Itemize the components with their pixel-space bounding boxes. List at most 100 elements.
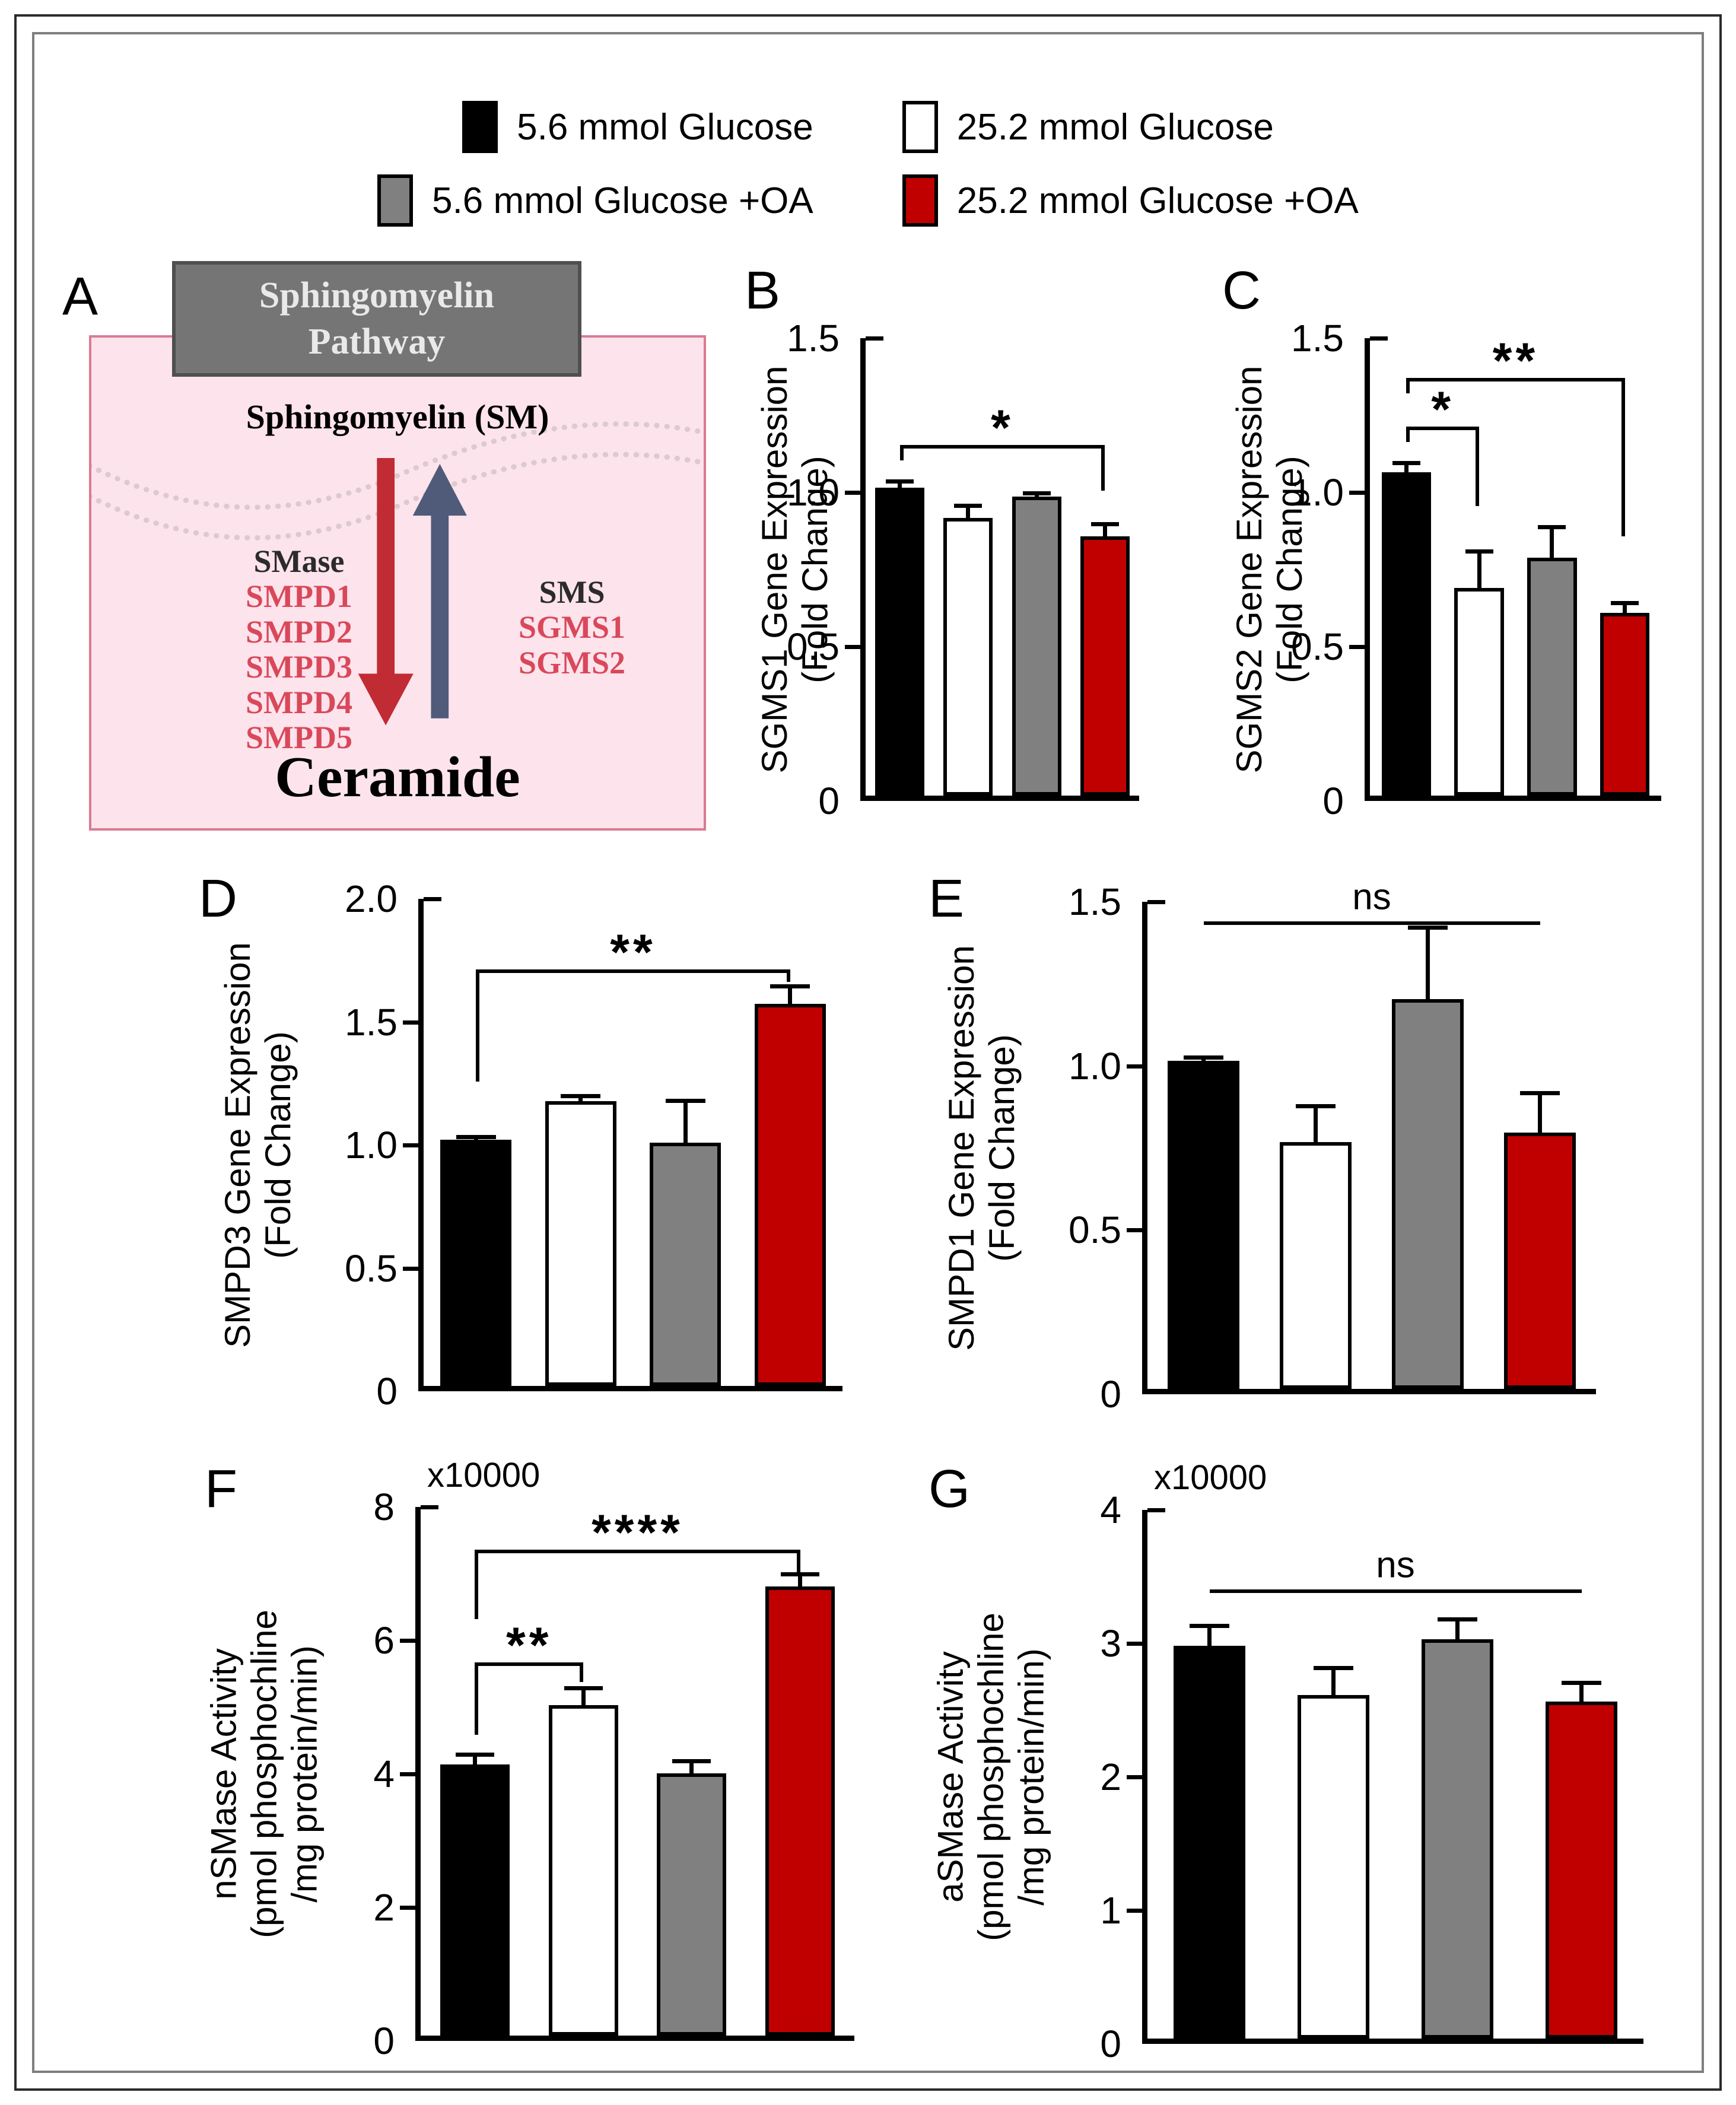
bar <box>1080 536 1130 796</box>
significance-bracket-drop <box>786 969 790 982</box>
legend-item-label: 25.2 mmol Glucose <box>956 106 1274 148</box>
error-bar-stem <box>1477 551 1481 589</box>
ceramide-label: Ceramide <box>275 745 520 809</box>
panel-g-label: G <box>929 1459 971 1519</box>
gene-label: SGMS1 <box>518 609 626 646</box>
bar <box>1454 588 1504 796</box>
panel-b-chart: B SGMS1 Gene Expression (Fold Change) * 0 0.… <box>745 255 1201 842</box>
error-bar-stem <box>689 1761 694 1773</box>
y-tick-label: 4 <box>373 1753 395 1795</box>
error-bar-stem <box>1404 463 1408 473</box>
legend-swatch <box>377 174 414 227</box>
gene-label: SMPD4 <box>246 684 352 720</box>
bar <box>1545 1702 1618 2039</box>
panel-a-label: A <box>62 267 98 326</box>
error-bar-cap <box>672 1759 711 1763</box>
sms-gene-list: SMS SGMS1 SGMS2 <box>459 574 685 681</box>
y-tick <box>1370 336 1388 341</box>
y-axis-title: SGMS2 Gene Expression (Fold Change) <box>1229 365 1309 774</box>
y-tick <box>403 1266 418 1271</box>
pathway-box: Sphingomyelin (SM) SMase SMPD1 SMPD2 SMPD3… <box>89 335 706 831</box>
y-tick-label: 6 <box>373 1619 395 1662</box>
y-axis-title: nSMase Activity (pmol phosphochline /mg … <box>204 1610 324 1938</box>
error-bar-cap <box>1562 1680 1601 1685</box>
bar <box>1012 497 1061 796</box>
legend-item: 5.6 mmol Glucose <box>462 101 813 153</box>
error-bar-cap <box>886 479 914 484</box>
significance-bracket <box>1203 921 1540 925</box>
y-tick-label: 2 <box>373 1886 395 1929</box>
significance-label: **** <box>592 1504 683 1560</box>
pathway-header: Sphingomyelin Pathway <box>172 261 581 377</box>
error-bar-stem <box>1426 927 1430 1000</box>
y-tick <box>1147 1508 1165 1512</box>
significance-bracket-drop <box>1406 427 1410 442</box>
sms-title: SMS <box>539 574 605 610</box>
error-bar-cap <box>1190 1624 1229 1629</box>
membrane-wave-bottom <box>91 451 704 540</box>
y-tick <box>1349 645 1365 649</box>
significance-bracket-drop <box>1621 377 1625 537</box>
y-tick-label: 1.5 <box>1291 317 1344 360</box>
panel-e-chart: E SMPD1 Gene Expression (Fold Change) ns 0 0… <box>926 860 1632 1430</box>
pathway-header-line1: Sphingomyelin <box>259 275 495 316</box>
panel-a-diagram: A Sphingomyelin Pathway Sphingomyelin (S… <box>56 255 739 854</box>
y-tick-label: 1 <box>1100 1889 1121 1932</box>
y-tick <box>403 1143 418 1147</box>
significance-bracket-drop <box>899 444 904 460</box>
panel-d-chart: D SMPD3 Gene Expression (Fold Change) ** 0 0… <box>196 860 896 1430</box>
bar <box>440 1140 512 1386</box>
error-bar-cap <box>1538 524 1566 529</box>
bar <box>657 1773 727 2036</box>
legend-item: 25.2 mmol Glucose +OA <box>902 174 1359 227</box>
error-bar-stem <box>683 1101 688 1143</box>
bar <box>1168 1061 1239 1389</box>
y-tick-label: 4 <box>1100 1489 1121 1531</box>
axis-multiplier-label: x10000 <box>1154 1458 1267 1497</box>
y-axis-title: SMPD1 Gene Expression (Fold Change) <box>942 945 1022 1351</box>
y-tick-label: 1.0 <box>1069 1044 1121 1088</box>
error-bar-cap <box>1392 460 1420 465</box>
error-bar-cap <box>1296 1104 1336 1108</box>
plot-area: ** **** <box>415 1504 854 2041</box>
panel-b-label: B <box>745 261 781 320</box>
y-tick-label: 1.5 <box>787 317 840 360</box>
y-axis-title: SMPD3 Gene Expression (Fold Change) <box>218 942 298 1348</box>
axis-multiplier-label: x10000 <box>427 1456 540 1495</box>
y-tick <box>400 1906 415 1910</box>
plot-area: * <box>860 338 1139 801</box>
bar <box>1297 1694 1370 2039</box>
y-tick <box>1349 491 1365 495</box>
y-tick-label: 0 <box>373 2020 395 2062</box>
y-tick <box>424 897 441 901</box>
error-bar-stem <box>1623 603 1627 613</box>
y-tick-label: 0.5 <box>1069 1209 1121 1252</box>
error-bar-cap <box>455 1752 494 1757</box>
error-bar-cap <box>1408 925 1448 930</box>
error-bar-cap <box>665 1098 705 1103</box>
y-tick <box>845 491 860 495</box>
smase-gene-list: SMase SMPD1 SMPD2 SMPD3 SMPD4 SMPD5 <box>186 543 412 755</box>
y-tick <box>1127 1909 1142 1913</box>
significance-bracket <box>1406 427 1480 431</box>
error-bar-stem <box>578 1096 583 1101</box>
error-bar-cap <box>1611 601 1639 606</box>
bar <box>1280 1142 1352 1389</box>
gene-label: SMPD2 <box>246 613 352 650</box>
y-tick-label: 8 <box>373 1486 395 1528</box>
panel-c-chart: C SGMS2 Gene Expression (Fold Change) * ** 0… <box>1219 255 1700 842</box>
error-bar-cap <box>561 1093 601 1098</box>
y-tick-label: 0 <box>1322 780 1344 822</box>
error-bar-stem <box>581 1689 586 1706</box>
y-tick-label: 1.0 <box>1291 471 1344 514</box>
legend-item-label: 5.6 mmol Glucose +OA <box>432 180 813 221</box>
significance-bracket <box>899 444 1105 449</box>
significance-bracket <box>475 1550 800 1554</box>
y-tick <box>1147 900 1165 904</box>
y-tick <box>403 1020 418 1025</box>
error-bar-cap <box>954 503 983 508</box>
error-bar-stem <box>788 986 793 1004</box>
y-tick-label: 3 <box>1100 1622 1121 1665</box>
plot-area: ns <box>1142 876 1596 1394</box>
significance-bracket-drop <box>1101 444 1105 491</box>
